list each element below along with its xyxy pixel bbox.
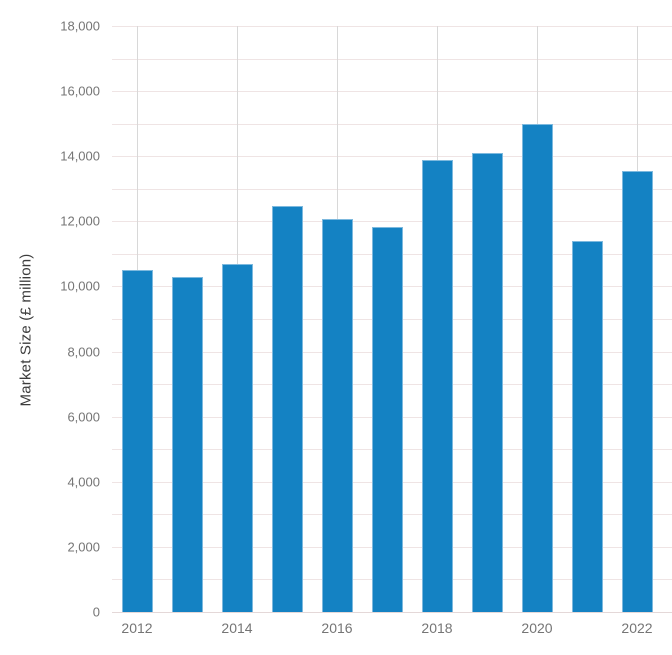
x-axis-baseline <box>112 612 672 613</box>
x-tick-label: 2014 <box>221 620 253 636</box>
bar-2020 <box>521 123 553 612</box>
horizontal-gridline <box>112 91 672 93</box>
plot-area <box>112 26 672 613</box>
y-tick-label: 0 <box>92 604 100 620</box>
horizontal-gridline <box>112 58 672 60</box>
y-tick-label: 10,000 <box>60 278 100 294</box>
y-tick-label: 16,000 <box>60 83 100 99</box>
bar-2021 <box>571 240 603 612</box>
bar-2015 <box>271 205 303 612</box>
x-tick-label: 2012 <box>121 620 153 636</box>
horizontal-gridline <box>112 123 672 125</box>
y-tick-label: 6,000 <box>67 409 100 425</box>
bar-2016 <box>321 219 353 612</box>
x-tick-label: 2018 <box>421 620 453 636</box>
y-axis-title: Market Size (£ million) <box>17 253 35 407</box>
horizontal-gridline <box>112 188 672 190</box>
x-tick-label: 2022 <box>621 620 653 636</box>
bar-2014 <box>221 263 253 612</box>
bar-2022 <box>621 171 653 612</box>
bar-2017 <box>371 226 403 612</box>
y-tick-label: 8,000 <box>67 344 100 360</box>
x-tick-label: 2020 <box>521 620 553 636</box>
bar-2019 <box>471 152 503 612</box>
y-tick-label: 2,000 <box>67 539 100 555</box>
bar-2012 <box>121 269 153 612</box>
bar-2013 <box>171 276 203 612</box>
x-tick-label: 2016 <box>321 620 353 636</box>
y-tick-label: 14,000 <box>60 148 100 164</box>
horizontal-gridline <box>112 156 672 158</box>
bar-2018 <box>421 160 453 612</box>
horizontal-gridline <box>112 26 672 27</box>
y-tick-label: 12,000 <box>60 213 100 229</box>
y-tick-label: 4,000 <box>67 474 100 490</box>
horizontal-gridline <box>112 221 672 223</box>
y-tick-label: 18,000 <box>60 18 100 34</box>
